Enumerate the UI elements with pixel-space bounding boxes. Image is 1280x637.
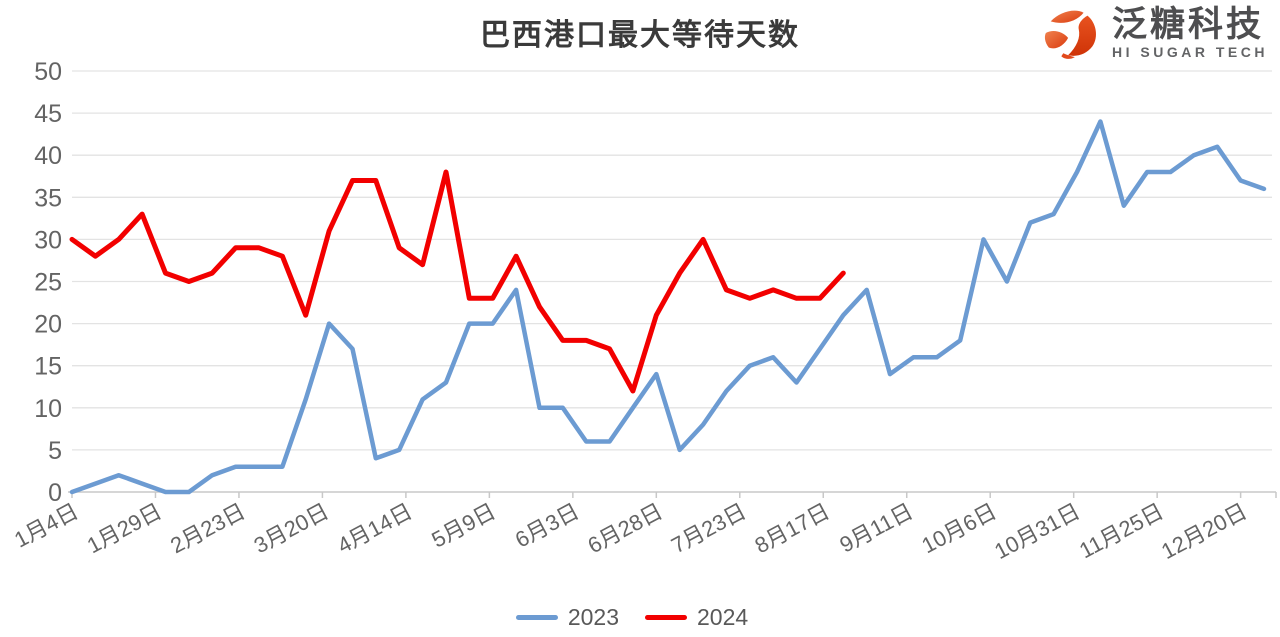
x-axis-label: 2月23日 (166, 498, 249, 558)
x-axis-label: 8月17日 (751, 498, 834, 558)
y-axis-label: 15 (34, 353, 62, 381)
legend-label-2023: 2023 (567, 604, 619, 630)
y-axis-label: 50 (34, 58, 62, 86)
y-axis-label: 10 (34, 395, 62, 423)
y-axis-label: 40 (34, 142, 62, 170)
y-axis-label: 30 (34, 226, 62, 254)
logo-subtitle: HI SUGAR TECH (1112, 43, 1268, 60)
legend-label-2024: 2024 (697, 604, 749, 630)
x-axis-label: 1月4日 (10, 498, 82, 552)
logo: 泛糖科技 HI SUGAR TECH (1042, 4, 1268, 62)
x-axis-label: 6月3日 (511, 498, 583, 552)
series-line-2023 (69, 119, 1267, 495)
y-axis-label: 20 (34, 311, 62, 339)
x-axis-label: 10月6日 (918, 498, 1001, 558)
x-axis-label: 3月20日 (250, 498, 333, 558)
x-axis-label: 1月29日 (83, 498, 166, 558)
legend-swatch-2023 (515, 615, 558, 620)
x-axis-label: 11月25日 (1075, 498, 1167, 563)
x-axis-label: 6月28日 (584, 498, 667, 558)
x-axis-label: 9月11日 (836, 498, 918, 557)
logo-name: 泛糖科技 (1112, 4, 1265, 44)
chart-legend: 2023 2024 (0, 604, 1280, 631)
x-axis-label: 4月14日 (333, 498, 416, 558)
x-axis-label: 5月9日 (428, 498, 500, 552)
y-axis-label: 0 (48, 479, 62, 507)
y-axis-label: 5 (48, 437, 62, 465)
logo-text: 泛糖科技 HI SUGAR TECH (1112, 7, 1268, 60)
logo-swirl-sphere-icon (1044, 10, 1097, 59)
y-axis-label: 35 (34, 184, 62, 212)
series-line-2024 (69, 169, 846, 394)
legend-swatch-2024 (645, 615, 687, 620)
y-axis-label: 25 (34, 269, 62, 297)
x-axis-label: 7月23日 (667, 498, 750, 558)
chart-title: 巴西港口最大等待天数 (480, 19, 800, 52)
x-axis-label: 10月31日 (990, 498, 1084, 564)
y-axis-label: 45 (34, 100, 62, 128)
x-axis-label: 12月20日 (1157, 498, 1251, 564)
